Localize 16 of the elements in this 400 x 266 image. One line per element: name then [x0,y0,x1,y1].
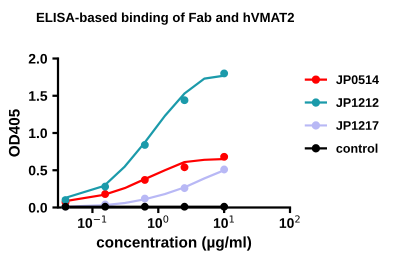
x-tick-label: 10$^{2}$ [280,215,300,228]
x-tick-label: 10$^{−1}$ [78,215,106,228]
legend-label: control [336,144,378,153]
y-tick-label: 1.5 [29,91,48,101]
legend-label: JP1212 [336,98,378,108]
x-tick-label: 10$^{0}$ [148,215,168,228]
y-axis-title: OD405 [8,109,20,157]
legend-label: JP0514 [336,75,379,84]
legend-label: JP1217 [336,121,378,130]
x-axis-title: concentration (µg/ml) [96,236,252,251]
y-tick-label: 2.0 [28,54,48,64]
y-tick-label: 0.5 [28,166,48,176]
y-tick-label: 1.0 [29,128,48,138]
chart-title: ELISA-based binding of Fab and hVMAT2 [36,12,294,25]
y-tick-label: 0.0 [28,202,48,213]
x-tick-label: 10$^{1}$ [214,215,234,228]
